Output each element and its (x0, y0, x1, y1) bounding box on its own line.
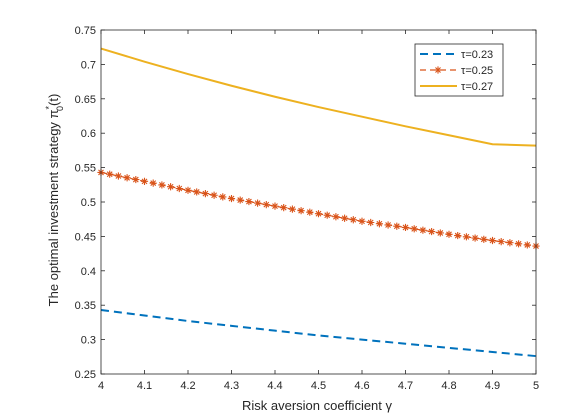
y-tick-label: 0.35 (75, 300, 96, 312)
asterisk-marker (219, 193, 227, 201)
asterisk-marker (497, 238, 505, 246)
asterisk-marker (271, 202, 279, 210)
legend-label: τ=0.27 (461, 81, 493, 93)
y-tick-label: 0.6 (81, 128, 96, 140)
asterisk-marker (515, 240, 523, 248)
asterisk-marker (436, 229, 444, 237)
y-tick-label: 0.65 (75, 94, 96, 106)
asterisk-marker (323, 211, 331, 219)
x-axis-label: Risk aversion coefficient γ (242, 398, 393, 413)
y-tick-label: 0.5 (81, 197, 96, 209)
asterisk-marker (523, 241, 531, 249)
asterisk-marker (245, 197, 253, 206)
asterisk-marker (236, 196, 244, 204)
asterisk-marker (114, 172, 122, 180)
asterisk-marker (419, 226, 427, 234)
asterisk-marker (358, 217, 366, 225)
asterisk-marker (341, 214, 349, 222)
asterisk-marker (349, 216, 357, 224)
asterisk-marker (140, 177, 149, 185)
series-layer (97, 47, 540, 358)
asterisk-marker (480, 235, 488, 243)
legend-box (414, 43, 504, 97)
legend-label: τ=0.23 (461, 49, 493, 61)
x-tick-label: 4.4 (267, 380, 282, 392)
asterisk-marker (201, 190, 209, 198)
legend-label: τ=0.25 (461, 65, 493, 77)
asterisk-marker (314, 210, 323, 218)
y-axis-label-tail: (t) (46, 94, 61, 106)
asterisk-marker (297, 207, 305, 215)
asterisk-marker (488, 236, 497, 245)
y-axis-label: The optimal investment strategy π*0(t) (44, 94, 65, 307)
asterisk-marker (375, 220, 383, 228)
series-1 (100, 309, 537, 358)
x-tick-label: 5 (533, 380, 539, 392)
y-tick-label: 0.75 (75, 25, 96, 37)
legend-marker (434, 66, 442, 74)
asterisk-marker (158, 181, 166, 189)
asterisk-marker (384, 221, 392, 229)
asterisk-marker (506, 239, 514, 247)
asterisk-marker (184, 186, 192, 194)
axes (100, 29, 537, 375)
asterisk-marker (306, 208, 314, 216)
asterisk-marker (367, 218, 375, 227)
asterisk-marker (410, 225, 418, 233)
series-line-3 (100, 47, 537, 147)
asterisk-marker (462, 233, 470, 241)
asterisk-marker (227, 194, 236, 203)
asterisk-marker (454, 231, 462, 240)
asterisk-marker (393, 222, 401, 230)
y-axis-label-sub: 0 (55, 106, 65, 111)
asterisk-marker (428, 227, 436, 236)
x-tick-label: 4.2 (180, 380, 195, 392)
asterisk-marker (123, 174, 131, 182)
y-tick-label: 0.4 (81, 266, 96, 278)
x-tick-label: 4.8 (441, 380, 456, 392)
y-tick-label: 0.25 (75, 369, 96, 381)
asterisk-marker (193, 188, 201, 196)
asterisk-marker (167, 183, 175, 191)
y-tick-label: 0.3 (81, 335, 96, 347)
x-tick-label: 4.1 (137, 380, 152, 392)
y-axis-label-main: The optimal investment strategy π (46, 109, 61, 306)
series-3 (100, 47, 537, 147)
x-tick-label: 4.9 (485, 380, 500, 392)
asterisk-marker (288, 205, 296, 213)
asterisk-marker (445, 230, 453, 238)
series-line-1 (100, 309, 537, 358)
asterisk-marker (280, 204, 288, 212)
legend: τ=0.23 τ=0.25 τ=0.27 (414, 43, 504, 97)
tick-labels: 4 4.1 4.2 4.3 4.4 4.5 4.6 4.7 4.8 4.9 5 0.25 0.3 0.35… (75, 25, 539, 392)
y-tick-label: 0.45 (75, 231, 96, 243)
x-tick-label: 4 (98, 380, 104, 392)
asterisk-marker (149, 179, 157, 187)
y-tick-label: 0.7 (81, 59, 96, 71)
y-axis-label-sup: * (44, 105, 54, 109)
asterisk-marker (471, 234, 479, 242)
asterisk-marker (175, 184, 183, 193)
x-tick-label: 4.3 (224, 380, 239, 392)
asterisk-marker (262, 201, 270, 209)
asterisk-marker (332, 213, 340, 221)
x-tick-label: 4.6 (354, 380, 369, 392)
asterisk-marker (132, 175, 140, 184)
asterisk-marker (106, 170, 114, 178)
asterisk-marker (401, 223, 410, 232)
x-tick-label: 4.5 (311, 380, 326, 392)
x-tick-label: 4.7 (398, 380, 413, 392)
asterisk-marker (210, 191, 218, 199)
y-tick-label: 0.55 (75, 163, 96, 175)
asterisk-marker (254, 199, 262, 207)
